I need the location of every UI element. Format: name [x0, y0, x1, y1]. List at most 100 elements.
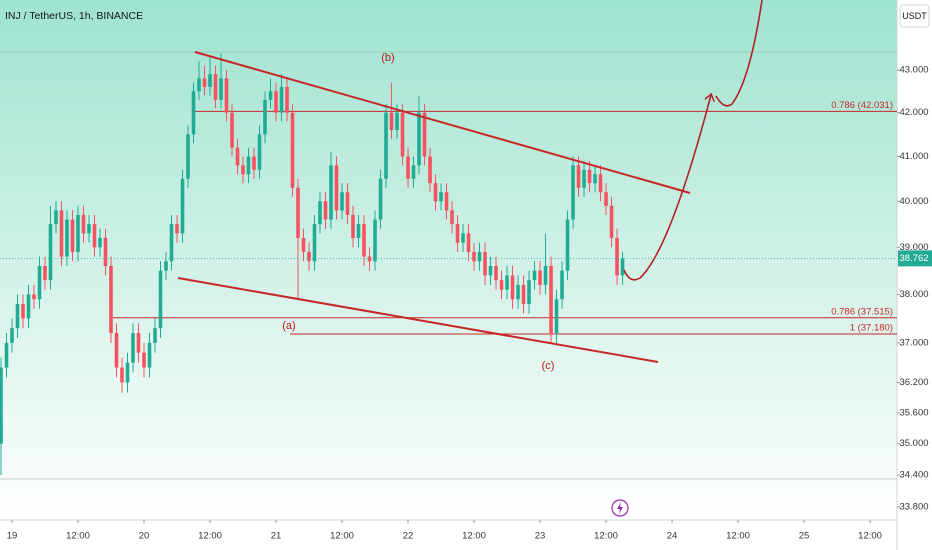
candle-body — [323, 201, 328, 220]
y-tick-label: 42.000 — [899, 107, 928, 118]
x-tick-label: 19 — [7, 531, 18, 542]
candle-body — [164, 261, 168, 271]
x-tick-label: 12:00 — [462, 531, 486, 542]
currency-button[interactable] — [899, 4, 930, 28]
candle-body — [197, 78, 201, 92]
candle-body — [268, 91, 273, 100]
x-tick-label: 12:00 — [858, 531, 882, 542]
candle-body — [153, 328, 157, 343]
currency-button-label[interactable]: USDT — [902, 11, 927, 21]
candle-body — [499, 280, 504, 290]
candle-body — [290, 112, 295, 188]
candle-body — [571, 165, 575, 220]
x-tick-label: 25 — [799, 531, 810, 542]
candle-body — [142, 352, 146, 368]
x-tick-label: 12:00 — [330, 531, 354, 542]
candle-body — [527, 280, 531, 304]
candle-body — [76, 214, 80, 252]
candle-body — [175, 224, 179, 234]
candle-body — [246, 156, 251, 175]
candle-body — [103, 237, 108, 266]
last-price-tag — [898, 250, 932, 267]
candle-body — [65, 219, 69, 257]
y-tick-label: 36.200 — [899, 377, 928, 388]
candle-body — [241, 165, 245, 175]
candle-body — [593, 174, 597, 184]
candle-body — [395, 112, 399, 131]
candle-body — [202, 78, 207, 87]
candle-body — [356, 224, 361, 238]
candle-body — [543, 265, 548, 285]
candle-body — [483, 251, 487, 276]
candle-body — [318, 201, 322, 225]
candle-body — [329, 165, 333, 220]
candle-body — [301, 237, 306, 252]
x-tick-label: 12:00 — [594, 531, 618, 542]
candle-body — [367, 256, 372, 262]
x-tick-label: 22 — [403, 531, 414, 542]
candle-body — [263, 99, 267, 135]
candle-body — [0, 367, 3, 444]
candle-body — [219, 78, 223, 100]
candle-body — [32, 294, 36, 300]
candle-body — [224, 78, 229, 113]
candle-body — [351, 214, 355, 238]
level-label: 0.786 (37.515) — [831, 306, 893, 317]
candle-body — [15, 303, 20, 329]
candle-body — [455, 224, 460, 243]
candle-body — [213, 74, 218, 100]
candle-body — [312, 224, 317, 262]
candle-body — [54, 210, 58, 225]
candle-body — [230, 112, 234, 148]
candle-body — [400, 112, 405, 157]
wave-label: (b) — [381, 52, 394, 64]
candle-body — [450, 210, 454, 225]
candle-body — [307, 251, 311, 262]
candle-body — [576, 165, 581, 188]
wave-label: (c) — [542, 360, 555, 372]
x-tick-label: 21 — [271, 531, 282, 542]
candle-body — [422, 112, 427, 157]
candle-body — [461, 233, 465, 243]
candle-body — [257, 134, 262, 170]
candle-body — [538, 270, 542, 285]
wave-label: (a) — [282, 320, 295, 332]
candles — [0, 53, 897, 476]
candle-body — [406, 156, 410, 179]
candle-body — [285, 86, 289, 113]
candle-body — [604, 192, 608, 206]
level-label: 0.786 (42.031) — [831, 100, 893, 111]
candle-body — [549, 265, 553, 334]
projection-path — [715, 0, 763, 107]
candle-body — [444, 192, 449, 211]
candle-body — [296, 187, 300, 238]
x-tick-label: 12:00 — [726, 531, 750, 542]
y-tick-label: 37.000 — [899, 337, 928, 348]
candle-body — [598, 174, 603, 193]
candle-body — [191, 91, 196, 135]
x-tick-label: 12:00 — [66, 531, 90, 542]
candle-body — [560, 270, 564, 300]
y-tick-label: 35.600 — [899, 407, 928, 418]
x-tick-label: 20 — [139, 531, 150, 542]
candle-body — [59, 210, 64, 257]
candle-body — [252, 156, 256, 170]
candle-body — [186, 134, 190, 179]
candle-body — [340, 192, 344, 211]
projection-path — [623, 95, 711, 281]
candle-body — [373, 219, 377, 262]
time-axis — [0, 520, 897, 550]
candle-body — [92, 224, 97, 248]
candle-body — [10, 328, 14, 343]
candle-body — [147, 342, 152, 368]
candle-body — [131, 333, 135, 363]
candle-body — [98, 237, 102, 248]
candle-body — [433, 183, 438, 202]
candle-body — [4, 342, 9, 368]
candle-body — [582, 169, 586, 188]
candle-body — [120, 367, 124, 383]
candle-body — [26, 294, 31, 319]
x-tick-label: 23 — [535, 531, 546, 542]
x-tick-label: 24 — [667, 531, 678, 542]
